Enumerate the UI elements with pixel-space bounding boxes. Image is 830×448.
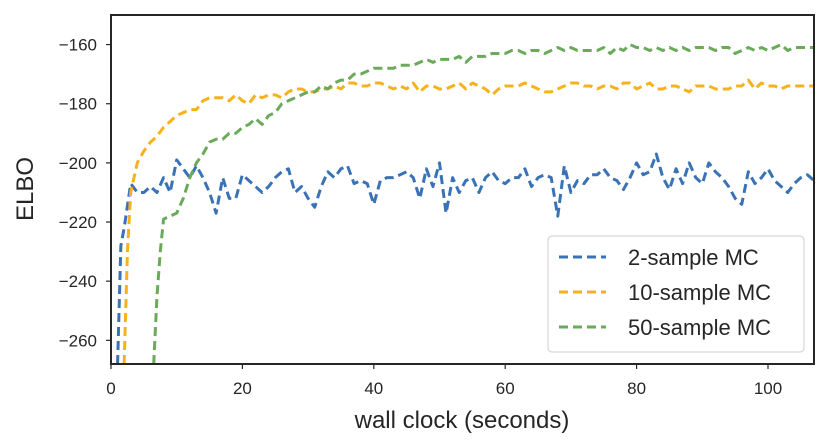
y-tick-label: −260 <box>59 331 97 350</box>
y-tick-label: −180 <box>59 95 97 114</box>
legend-items: 2-sample MC 10-sample MC 50-sample MC <box>559 245 771 340</box>
y-tick-label: −240 <box>59 272 97 291</box>
legend-box <box>547 235 805 353</box>
y-axis-label: ELBO <box>12 157 39 221</box>
x-tick-label: 40 <box>364 379 383 398</box>
plot-frame <box>110 14 815 365</box>
x-tick-label: 80 <box>627 379 646 398</box>
legend-label-2: 10-sample MC <box>628 280 771 305</box>
series-layer <box>116 43 814 364</box>
x-tick-label: 20 <box>233 379 252 398</box>
series-line-2 <box>122 78 814 364</box>
x-tick-label: 100 <box>754 379 782 398</box>
legend-label-1: 2-sample MC <box>628 245 759 270</box>
x-tick-label: 60 <box>496 379 515 398</box>
y-tick-label: −160 <box>59 36 97 55</box>
ticks-layer: 0 20 40 60 80 100 −260 −240 −220 −200 −180 −160 <box>59 36 782 398</box>
series-line-3 <box>152 43 814 364</box>
x-tick-label: 0 <box>106 379 115 398</box>
legend-label-3: 50-sample MC <box>628 315 771 340</box>
legend: 2-sample MC 10-sample MC 50-sample MC <box>547 235 805 353</box>
y-tick-label: −200 <box>59 154 97 173</box>
series-line-1 <box>116 152 814 364</box>
x-axis-label: wall clock (seconds) <box>354 407 570 434</box>
y-tick-label: −220 <box>59 213 97 232</box>
